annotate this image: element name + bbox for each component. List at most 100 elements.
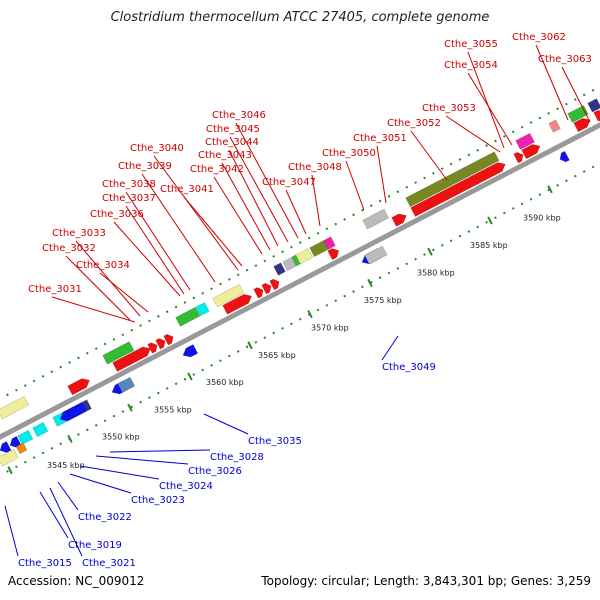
- scale-label: 3550 kbp: [102, 432, 140, 441]
- gene-label-reverse: Cthe_3035: [248, 436, 302, 447]
- label-leader-line: [221, 162, 271, 251]
- label-leader-line: [65, 255, 131, 321]
- gene-label-forward: Cthe_3038: [102, 179, 156, 190]
- forward-gene-arrow-shape: [112, 346, 151, 372]
- forward-gene-arrow-shape: [513, 151, 524, 164]
- forward-gene-arrow-shape: [212, 284, 245, 308]
- reverse-tick-row: [0, 162, 600, 477]
- reverse-gene-arrow: [559, 150, 570, 163]
- gene-label-forward: Cthe_3052: [387, 118, 441, 129]
- forward-gene-arrow: [391, 213, 407, 227]
- forward-gene-arrow: [573, 118, 591, 133]
- label-leader-line: [95, 455, 189, 465]
- forward-gene-arrow: [513, 151, 524, 164]
- gene-label-reverse: Cthe_3028: [210, 452, 264, 463]
- forward-gene-arrow: [515, 132, 535, 150]
- forward-gene-arrow-shape: [567, 104, 589, 123]
- forward-gene-arrow: [587, 98, 600, 113]
- label-leader-line: [228, 149, 279, 247]
- forward-gene-arrow: [67, 378, 90, 396]
- forward-gene-arrow-shape: [362, 208, 389, 230]
- gene-label-reverse: Cthe_3023: [131, 495, 185, 506]
- forward-gene-arrow-shape: [327, 248, 340, 261]
- forward-gene-arrow: [212, 284, 245, 308]
- gene-label-reverse: Cthe_3015: [18, 558, 72, 569]
- gene-label-forward: Cthe_3033: [52, 228, 106, 239]
- reverse-gene-arrow: [67, 402, 87, 418]
- forward-gene-arrow-shape: [521, 144, 541, 160]
- gene-label-forward: Cthe_3050: [322, 148, 376, 159]
- major-tick: [127, 403, 133, 412]
- gene-label-forward: Cthe_3062: [512, 32, 566, 43]
- reverse-gene-arrow: [182, 344, 199, 358]
- reverse-gene-arrow-shape: [17, 429, 34, 445]
- forward-gene-arrow-shape: [147, 342, 158, 354]
- forward-gene-arrow-shape: [261, 283, 272, 295]
- forward-gene-arrow-shape: [548, 119, 561, 133]
- gene-label-reverse: Cthe_3022: [78, 512, 132, 523]
- label-leader-line: [57, 481, 79, 511]
- major-tick: [487, 216, 493, 225]
- label-leader-line: [4, 505, 19, 557]
- scale-label: 3570 kbp: [311, 324, 349, 333]
- forward-gene-arrow-shape: [222, 294, 252, 315]
- forward-gene-arrow-shape: [410, 162, 506, 217]
- gene-label-reverse: Cthe_3019: [68, 540, 122, 551]
- forward-gene-arrow: [282, 256, 297, 272]
- forward-gene-arrow: [0, 395, 30, 420]
- forward-gene-arrow: [147, 342, 158, 354]
- forward-gene-arrow-shape: [405, 151, 500, 208]
- forward-gene-arrow: [405, 151, 500, 208]
- label-leader-line: [125, 191, 191, 291]
- gene-label-forward: Cthe_3054: [444, 60, 498, 71]
- forward-gene-arrow-shape: [102, 341, 135, 365]
- reverse-gene-arrow: [15, 442, 28, 455]
- gene-label-forward: Cthe_3032: [42, 243, 96, 254]
- forward-gene-arrow: [222, 294, 252, 315]
- forward-gene-arrow-shape: [253, 287, 264, 299]
- gene-label-forward: Cthe_3036: [90, 209, 144, 220]
- scale-label: 3565 kbp: [258, 351, 296, 360]
- label-leader-line: [376, 145, 387, 204]
- major-tick: [187, 372, 193, 381]
- scale-label: 3545 kbp: [47, 461, 85, 470]
- forward-gene-arrow: [112, 346, 151, 372]
- forward-gene-arrow-shape: [323, 236, 336, 250]
- forward-gene-arrow: [195, 302, 210, 317]
- major-tick: [427, 247, 433, 256]
- major-tick: [307, 310, 313, 319]
- backbone-line: [0, 122, 600, 440]
- label-leader-line: [49, 487, 83, 557]
- gene-label-forward: Cthe_3048: [288, 162, 342, 173]
- forward-gene-arrow: [261, 283, 272, 295]
- forward-gene-arrow-shape: [175, 306, 201, 327]
- label-leader-line: [125, 205, 185, 295]
- gene-label-forward: Cthe_3053: [422, 103, 476, 114]
- reverse-gene-arrow-shape: [117, 376, 136, 393]
- forward-gene-arrow-shape: [587, 98, 600, 113]
- forward-gene-arrow: [327, 248, 340, 261]
- forward-gene-arrow-shape: [163, 333, 174, 346]
- forward-gene-arrow: [410, 162, 506, 217]
- forward-gene-arrow: [323, 236, 336, 250]
- forward-gene-arrow: [521, 144, 541, 160]
- label-leader-line: [229, 136, 289, 243]
- major-tick: [547, 185, 553, 194]
- forward-gene-arrow: [362, 208, 389, 230]
- gene-label-forward: Cthe_3043: [198, 150, 252, 161]
- accession-label: Accession: NC_009012: [8, 574, 145, 588]
- forward-gene-arrow-shape: [593, 109, 600, 122]
- forward-gene-arrow: [593, 109, 600, 122]
- gene-label-reverse: Cthe_3049: [382, 362, 436, 373]
- forward-gene-arrow-shape: [155, 338, 166, 350]
- forward-gene-arrow: [548, 119, 561, 133]
- reverse-gene-arrow: [17, 429, 34, 445]
- label-leader-line: [311, 174, 321, 227]
- label-leader-line: [51, 296, 136, 323]
- forward-gene-arrow: [567, 104, 589, 123]
- label-leader-line: [535, 44, 569, 121]
- gene-label-forward: Cthe_3046: [212, 110, 266, 121]
- scale-label: 3590 kbp: [523, 213, 561, 222]
